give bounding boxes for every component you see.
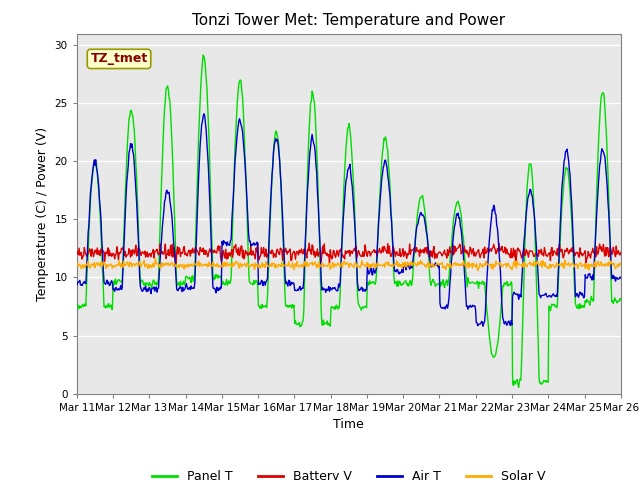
- Y-axis label: Temperature (C) / Power (V): Temperature (C) / Power (V): [36, 127, 49, 300]
- Legend: Panel T, Battery V, Air T, Solar V: Panel T, Battery V, Air T, Solar V: [147, 465, 550, 480]
- Title: Tonzi Tower Met: Temperature and Power: Tonzi Tower Met: Temperature and Power: [192, 13, 506, 28]
- X-axis label: Time: Time: [333, 418, 364, 431]
- Text: TZ_tmet: TZ_tmet: [90, 52, 148, 65]
